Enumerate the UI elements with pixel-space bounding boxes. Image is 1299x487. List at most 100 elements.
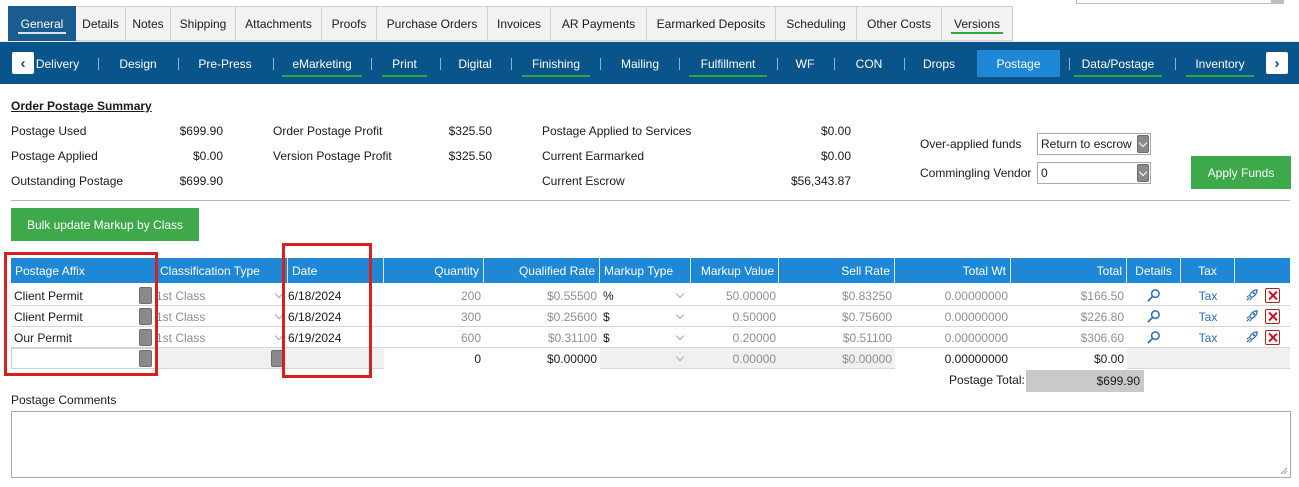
delete-icon[interactable] bbox=[1265, 330, 1280, 345]
earmarked-label: Current Earmarked bbox=[542, 149, 645, 163]
order-profit-value: $325.50 bbox=[448, 124, 492, 138]
markup-value-cell[interactable]: 0.20000 bbox=[732, 330, 776, 345]
total-wt-cell: 0.00000000 bbox=[944, 288, 1008, 303]
delete-icon[interactable] bbox=[1265, 309, 1280, 324]
date-cell[interactable]: 6/19/2024 bbox=[288, 330, 342, 345]
nav-left-arrow-icon[interactable]: ‹ bbox=[12, 52, 34, 74]
table-row[interactable]: Our Permit 1st Class 6/19/2024 600 $0.31… bbox=[11, 327, 1290, 348]
subnav-digital[interactable]: Digital bbox=[458, 56, 492, 71]
chevron-down-icon[interactable] bbox=[139, 350, 152, 367]
tab-proofs[interactable]: Proofs bbox=[322, 6, 377, 41]
subnav-finishing[interactable]: Finishing bbox=[522, 50, 590, 77]
col-sell-rate[interactable]: Sell Rate bbox=[779, 258, 895, 283]
postage-used-value: $699.90 bbox=[179, 124, 223, 138]
markup-value-cell[interactable]: 50.00000 bbox=[725, 288, 776, 303]
tab-versions[interactable]: Versions bbox=[942, 6, 1013, 41]
markup-type-cell[interactable]: $ bbox=[603, 309, 610, 324]
escrow-label: Current Escrow bbox=[542, 174, 625, 188]
chevron-down-icon[interactable] bbox=[139, 308, 152, 325]
overapplied-select[interactable]: Return to escrow bbox=[1037, 133, 1151, 155]
col-total-wt[interactable]: Total Wt bbox=[895, 258, 1011, 283]
subnav-postage[interactable]: Postage bbox=[977, 50, 1060, 77]
quantity-cell[interactable]: 0 bbox=[384, 348, 484, 369]
col-qualified-rate[interactable]: Qualified Rate bbox=[484, 258, 600, 283]
rocket-icon[interactable] bbox=[1244, 330, 1259, 345]
col-tax[interactable]: Tax bbox=[1181, 258, 1235, 283]
tab-general[interactable]: General bbox=[8, 6, 76, 41]
apply-funds-button[interactable]: Apply Funds bbox=[1191, 156, 1291, 189]
postage-applied-label: Postage Applied bbox=[11, 149, 98, 163]
rocket-icon[interactable] bbox=[1244, 309, 1259, 324]
bulk-update-markup-button[interactable]: Bulk update Markup by Class bbox=[11, 208, 199, 241]
tab-purchase-orders[interactable]: Purchase Orders bbox=[377, 6, 488, 41]
col-date[interactable]: Date bbox=[288, 258, 384, 283]
tab-shipping[interactable]: Shipping bbox=[171, 6, 236, 41]
subnav-drops[interactable]: Drops bbox=[922, 56, 955, 71]
top-right-select[interactable] bbox=[1076, 0, 1284, 4]
commingling-select[interactable]: 0 bbox=[1037, 162, 1151, 184]
subnav-mailing[interactable]: Mailing bbox=[620, 56, 659, 71]
tax-link[interactable]: Tax bbox=[1198, 288, 1218, 303]
subnav-inventory[interactable]: Inventory bbox=[1186, 50, 1254, 77]
tab-invoices[interactable]: Invoices bbox=[488, 6, 551, 41]
magnifier-icon[interactable] bbox=[1146, 288, 1161, 303]
subnav-emarketing[interactable]: eMarketing bbox=[282, 50, 362, 77]
col-details[interactable]: Details bbox=[1127, 258, 1181, 283]
qualified-rate-cell: $0.25600 bbox=[546, 309, 597, 324]
subnav-con[interactable]: CON bbox=[855, 56, 883, 71]
col-actions bbox=[1235, 258, 1290, 283]
quantity-cell[interactable]: 200 bbox=[460, 288, 481, 303]
subnav-pre-press[interactable]: Pre-Press bbox=[198, 56, 252, 71]
rocket-icon[interactable] bbox=[1244, 288, 1259, 303]
classification-cell[interactable]: 1st Class bbox=[156, 309, 206, 324]
resize-grip-icon[interactable] bbox=[1280, 467, 1288, 475]
postage-affix-select[interactable]: Client Permit bbox=[14, 309, 83, 324]
nav-right-arrow-icon[interactable]: › bbox=[1266, 52, 1288, 74]
subnav-wf[interactable]: WF bbox=[795, 56, 815, 71]
magnifier-icon[interactable] bbox=[1146, 309, 1161, 324]
table-row[interactable]: Client Permit 1st Class 6/18/2024 200 $0… bbox=[11, 285, 1290, 306]
col-markup-value[interactable]: Markup Value bbox=[691, 258, 779, 283]
date-cell[interactable]: 6/18/2024 bbox=[288, 288, 342, 303]
subnav-design[interactable]: Design bbox=[119, 56, 157, 71]
postage-applied-value: $0.00 bbox=[192, 149, 223, 163]
markup-value-cell[interactable]: 0.50000 bbox=[732, 309, 776, 324]
tax-link[interactable]: Tax bbox=[1198, 330, 1218, 345]
total-wt-cell: 0.00000000 bbox=[944, 330, 1008, 345]
version-profit-value: $325.50 bbox=[448, 149, 492, 163]
tab-earmarked-deposits[interactable]: Earmarked Deposits bbox=[647, 6, 776, 41]
markup-type-cell[interactable]: $ bbox=[603, 330, 610, 345]
magnifier-icon[interactable] bbox=[1146, 330, 1161, 345]
delete-icon[interactable] bbox=[1265, 288, 1280, 303]
postage-comments-textarea[interactable] bbox=[11, 411, 1291, 478]
postage-grid-header: Postage Affix Classification Type Date Q… bbox=[11, 258, 1290, 283]
tab-other-costs[interactable]: Other Costs bbox=[857, 6, 942, 41]
col-quantity[interactable]: Quantity bbox=[384, 258, 484, 283]
date-cell[interactable]: 6/18/2024 bbox=[288, 309, 342, 324]
col-markup-type[interactable]: Markup Type bbox=[600, 258, 691, 283]
tab-scheduling[interactable]: Scheduling bbox=[776, 6, 857, 41]
tax-link[interactable]: Tax bbox=[1198, 309, 1218, 324]
markup-type-cell[interactable]: % bbox=[603, 288, 614, 303]
subnav-data-postage[interactable]: Data/Postage bbox=[1074, 50, 1162, 77]
table-row-new[interactable]: 0 $0.00000 0.00000 $0.00000 0.00000000 $… bbox=[11, 348, 1290, 369]
tab-notes[interactable]: Notes bbox=[126, 6, 171, 41]
subnav-delivery[interactable]: Delivery bbox=[35, 56, 80, 71]
col-classification-type[interactable]: Classification Type bbox=[156, 258, 288, 283]
tab-details[interactable]: Details bbox=[76, 6, 126, 41]
tab-attachments[interactable]: Attachments bbox=[236, 6, 322, 41]
postage-affix-select[interactable]: Our Permit bbox=[14, 330, 73, 345]
chevron-down-icon[interactable] bbox=[139, 287, 152, 304]
classification-cell[interactable]: 1st Class bbox=[156, 288, 206, 303]
table-row[interactable]: Client Permit 1st Class 6/18/2024 300 $0… bbox=[11, 306, 1290, 327]
quantity-cell[interactable]: 600 bbox=[460, 330, 481, 345]
subnav-print[interactable]: Print bbox=[382, 50, 427, 77]
tab-ar-payments[interactable]: AR Payments bbox=[551, 6, 647, 41]
classification-cell[interactable]: 1st Class bbox=[156, 330, 206, 345]
col-total[interactable]: Total bbox=[1011, 258, 1127, 283]
subnav-fulfillment[interactable]: Fulfillment bbox=[689, 50, 767, 77]
postage-affix-select[interactable]: Client Permit bbox=[14, 288, 83, 303]
chevron-down-icon[interactable] bbox=[139, 329, 152, 346]
markup-value-cell[interactable]: 0.00000 bbox=[732, 351, 776, 366]
quantity-cell[interactable]: 300 bbox=[460, 309, 481, 324]
